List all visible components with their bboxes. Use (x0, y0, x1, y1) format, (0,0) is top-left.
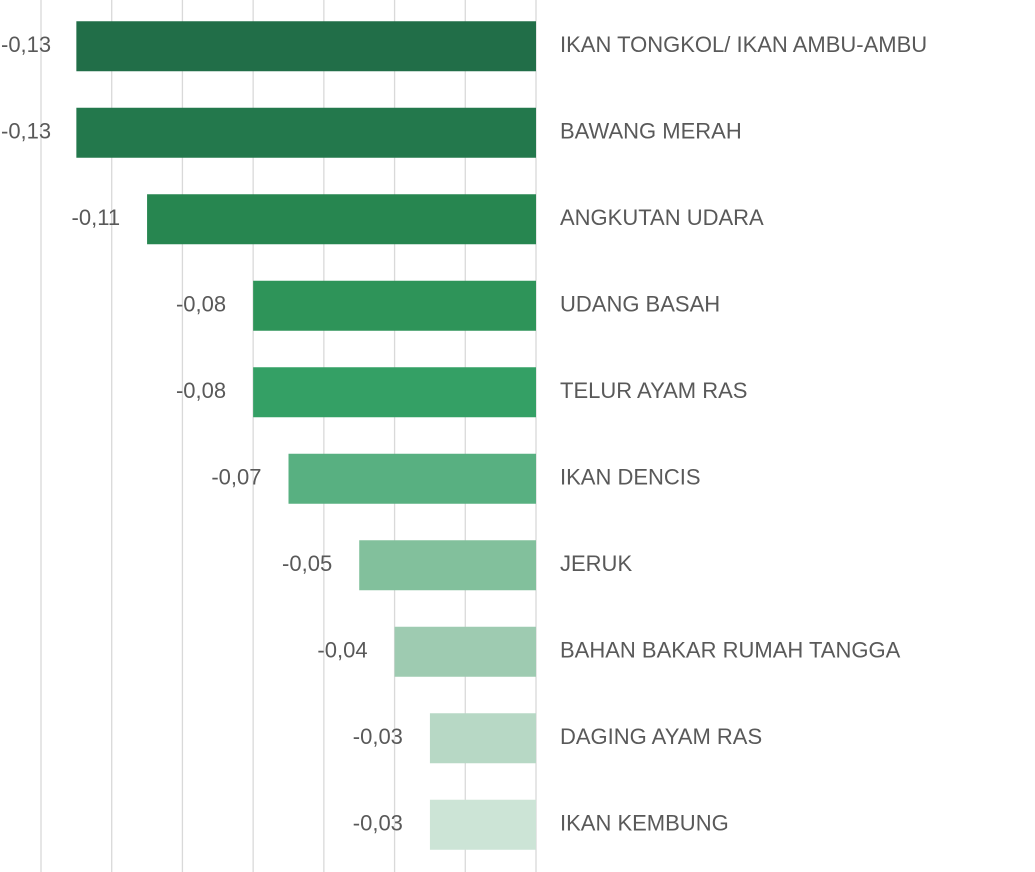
bar (76, 21, 536, 72)
data-label: -0,03 (353, 811, 403, 836)
bar (147, 194, 537, 245)
bar (253, 280, 536, 331)
data-label: -0,11 (72, 205, 121, 230)
category-label: BAWANG MERAH (560, 119, 742, 144)
data-label: -0,13 (1, 119, 51, 144)
category-label: TELUR AYAM RAS (560, 378, 747, 403)
data-label: -0,13 (1, 32, 51, 57)
bar (288, 453, 536, 504)
bar (429, 713, 536, 764)
data-label: -0,07 (211, 465, 261, 490)
bar (253, 367, 536, 418)
data-label: -0,08 (176, 292, 226, 317)
bar (429, 799, 536, 850)
bar (359, 540, 536, 591)
data-label: -0,04 (317, 638, 367, 663)
data-label: -0,05 (282, 551, 332, 576)
category-label: ANGKUTAN UDARA (560, 205, 764, 230)
data-label: -0,08 (176, 378, 226, 403)
category-label: IKAN DENCIS (560, 465, 701, 490)
category-label: IKAN TONGKOL/ IKAN AMBU-AMBU (560, 32, 927, 57)
category-label: UDANG BASAH (560, 292, 720, 317)
data-label: -0,03 (353, 724, 403, 749)
bar (394, 626, 536, 677)
category-label: IKAN KEMBUNG (560, 811, 729, 836)
category-label: DAGING AYAM RAS (560, 724, 762, 749)
category-label: JERUK (560, 551, 632, 576)
category-label: BAHAN BAKAR RUMAH TANGGA (560, 638, 901, 663)
bar (76, 107, 536, 158)
